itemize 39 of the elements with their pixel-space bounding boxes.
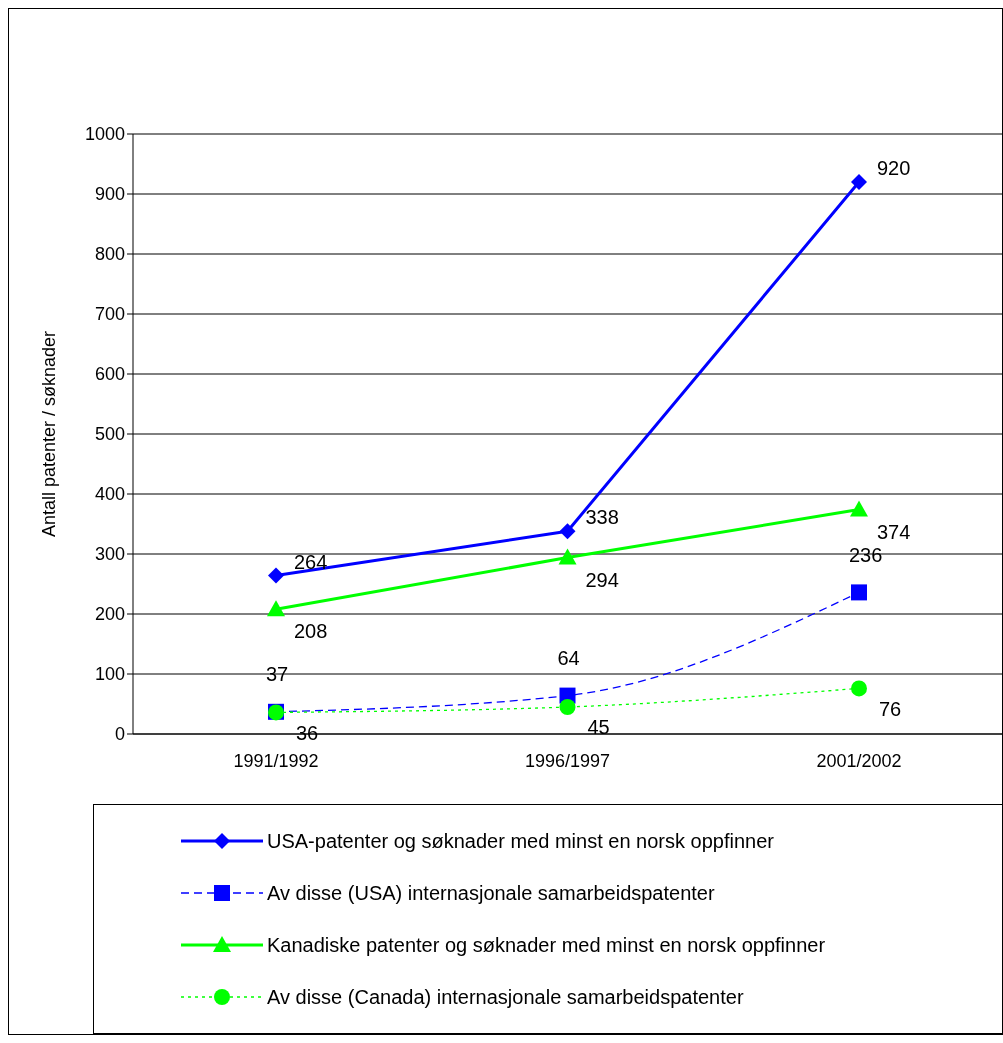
x-tick-label: 2001/2002 (816, 750, 902, 771)
data-label: 338 (585, 506, 619, 529)
point (559, 699, 576, 715)
data-label: 64 (557, 646, 580, 669)
data-label: 236 (849, 543, 883, 566)
data-label: 45 (587, 716, 610, 739)
y-tick-label: 1000 (84, 124, 125, 145)
y-tick-label: 600 (94, 364, 125, 385)
data-label: 76 (879, 697, 902, 720)
y-tick-label: 700 (94, 304, 125, 325)
y-tick-label: 0 (114, 724, 125, 745)
data-label: 374 (877, 520, 911, 543)
point (851, 174, 867, 190)
point (558, 548, 577, 565)
point (851, 584, 867, 601)
y-tick-label: 300 (94, 544, 125, 565)
y-tick-label: 900 (94, 184, 125, 205)
x-tick-label: 1996/1997 (524, 750, 611, 771)
data-label: 264 (294, 550, 328, 573)
point (850, 500, 868, 517)
data-label: 208 (294, 620, 328, 643)
legend-label: Av disse (Canada) internasjonale samarbeidspatenter (267, 985, 744, 1009)
y-tick-label: 400 (94, 484, 125, 505)
y-axis-title: Antall patenter / søknader (39, 330, 60, 538)
legend-label: Kanadiske patenter og søknader med minst en norsk oppfinner (267, 933, 826, 957)
data-label: 920 (877, 157, 911, 180)
y-tick-label: 100 (94, 664, 125, 685)
point (267, 600, 285, 617)
y-tick-label: 200 (94, 604, 125, 625)
point (851, 680, 867, 697)
legend-label: USA-patenter og søknader med minst en norsk oppfinner (267, 829, 774, 853)
x-tick-label: 1991/1992 (233, 750, 319, 771)
point (268, 567, 284, 584)
point (559, 523, 576, 540)
data-label: 37 (266, 663, 289, 686)
legend-label: Av disse (USA) internasjonale samarbeidspatenter (267, 881, 715, 905)
y-tick-label: 500 (94, 424, 125, 445)
data-label: 294 (585, 568, 619, 591)
y-tick-label: 800 (94, 244, 125, 265)
